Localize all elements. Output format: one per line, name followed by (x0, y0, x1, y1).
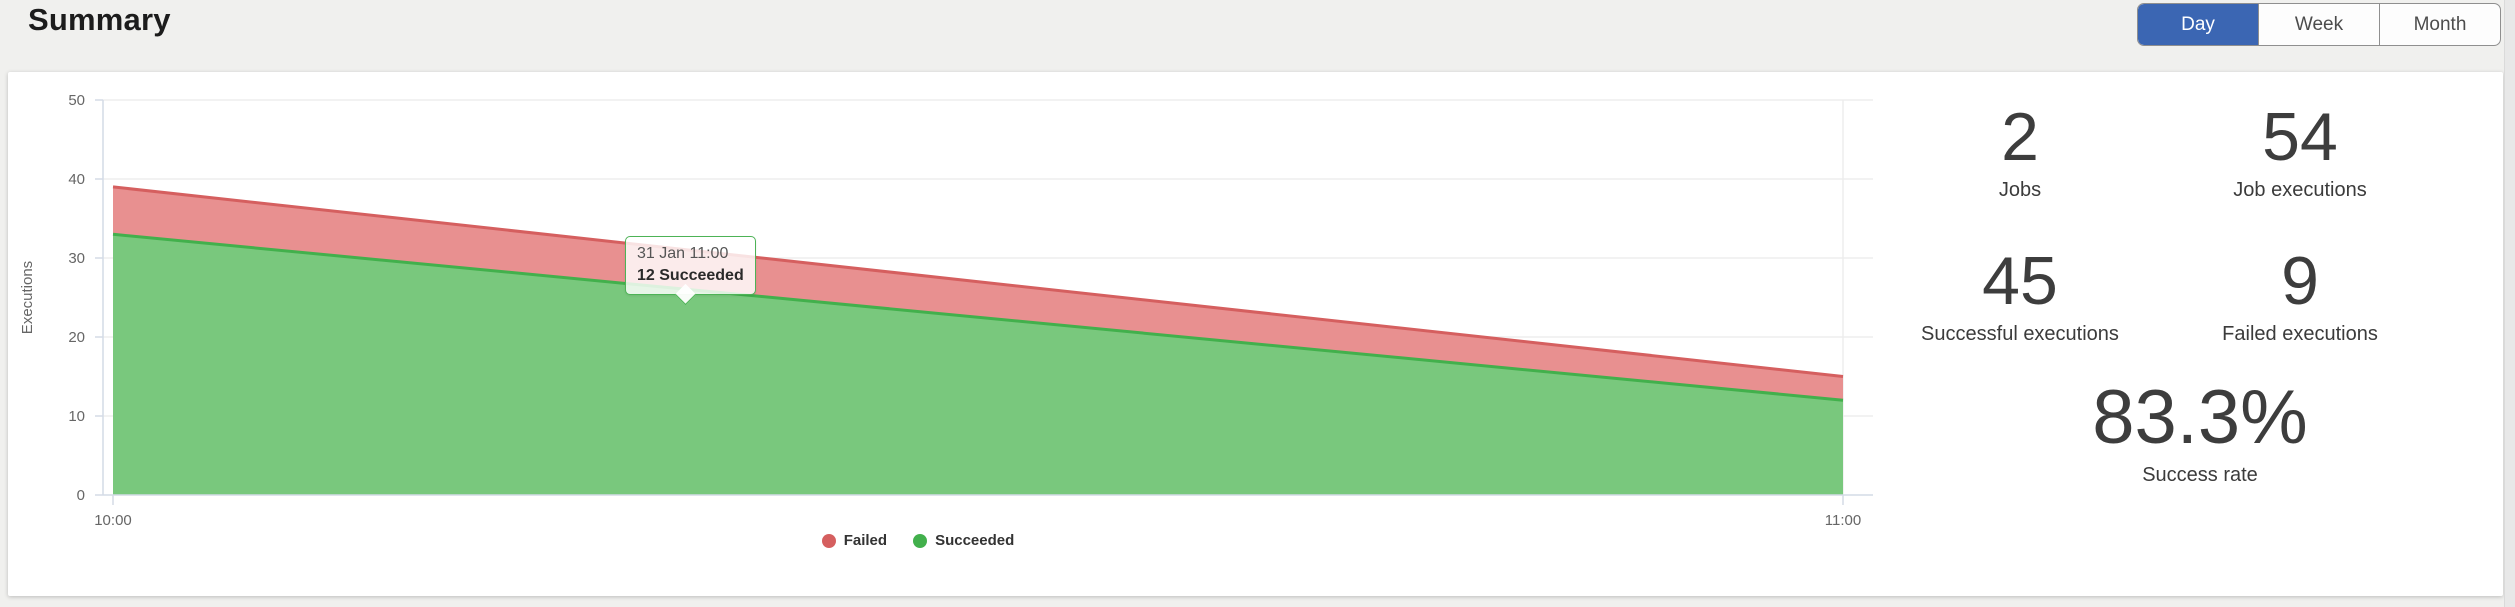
summary-card: 0 10 20 30 40 50 10:00 11:00 Executions 31 Jan 1… (8, 72, 2503, 596)
svg-text:30: 30 (68, 250, 85, 267)
tooltip-value: 12 Succeeded (637, 267, 744, 284)
stat-failed-executions: 9 Failed executions (2160, 243, 2440, 346)
stat-value: 9 (2281, 243, 2319, 319)
stat-value: 54 (2262, 99, 2338, 175)
page-title: Summary (28, 2, 171, 37)
svg-text:20: 20 (68, 329, 85, 346)
vertical-scrollbar[interactable] (2504, 0, 2515, 607)
legend-item-succeeded[interactable]: Succeeded (913, 532, 1014, 549)
axes: 0 10 20 30 40 50 10:00 11:00 Executions (19, 92, 1873, 529)
range-toggle-group: Day Week Month (2137, 3, 2501, 46)
stat-label: Jobs (1998, 179, 2042, 202)
svg-text:50: 50 (68, 92, 85, 109)
svg-text:10: 10 (68, 408, 85, 425)
stat-successful-executions: 45 Successful executions (1880, 243, 2160, 346)
failed-legend-dot-icon (821, 533, 836, 548)
stat-label: Failed executions (2222, 323, 2378, 346)
chart-tooltip: 31 Jan 11:00 12 Succeeded (625, 236, 756, 306)
executions-chart-svg[interactable]: 0 10 20 30 40 50 10:00 11:00 Executions (8, 72, 2503, 596)
stat-jobs: 2 Jobs (1880, 99, 2160, 202)
svg-text:40: 40 (68, 171, 85, 188)
legend-label: Failed (843, 532, 888, 549)
svg-text:Executions: Executions (19, 261, 36, 334)
tooltip-timestamp: 31 Jan 11:00 (637, 245, 729, 262)
stat-label: Successful executions (1921, 323, 2119, 346)
stat-label: Success rate (2142, 463, 2258, 486)
stats-panel: 2 Jobs 54 Job executions 45 Successful e… (1880, 72, 2440, 596)
stat-value: 45 (1982, 243, 2058, 319)
toggle-week-button[interactable]: Week (2258, 4, 2379, 45)
legend-label: Succeeded (935, 532, 1015, 549)
toggle-month-button[interactable]: Month (2379, 4, 2500, 45)
toggle-day-button[interactable]: Day (2138, 4, 2258, 45)
executions-chart[interactable]: 0 10 20 30 40 50 10:00 11:00 Executions 31 Jan 1… (8, 72, 2503, 596)
stat-value: 83.3% (2092, 375, 2308, 460)
stat-label: Job executions (2233, 179, 2367, 202)
svg-text:11:00: 11:00 (1825, 512, 1861, 529)
stat-job-executions: 54 Job executions (2160, 99, 2440, 202)
area-series (112, 185, 1844, 496)
stat-success-rate: 83.3% Success rate (1920, 378, 2480, 487)
svg-text:10:00: 10:00 (94, 512, 132, 529)
stat-value: 2 (2001, 99, 2039, 175)
chart-legend: Failed Succeeded (8, 532, 1828, 549)
legend-item-failed[interactable]: Failed (821, 532, 888, 549)
svg-text:0: 0 (77, 487, 85, 504)
succeeded-legend-dot-icon (913, 533, 928, 548)
